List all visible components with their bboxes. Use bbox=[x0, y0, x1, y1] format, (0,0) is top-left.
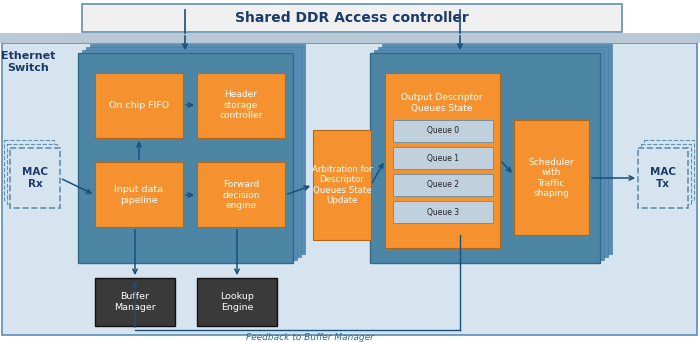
Bar bbox=[4, 140, 54, 200]
Text: Queue 2: Queue 2 bbox=[427, 181, 459, 189]
Text: MAC
Tx: MAC Tx bbox=[650, 167, 676, 189]
Bar bbox=[82, 4, 622, 32]
Bar bbox=[644, 140, 694, 200]
Text: Output Descriptor
Queues State: Output Descriptor Queues State bbox=[401, 93, 483, 113]
Bar bbox=[7, 144, 57, 204]
Text: Buffer
Manager: Buffer Manager bbox=[114, 292, 156, 312]
Text: Forward
decision
engine: Forward decision engine bbox=[223, 180, 260, 210]
Text: Lookup
Engine: Lookup Engine bbox=[220, 292, 254, 312]
Bar bbox=[95, 162, 183, 227]
Bar bbox=[82, 50, 297, 260]
Text: Queue 0: Queue 0 bbox=[427, 127, 459, 135]
Bar bbox=[378, 47, 608, 257]
Bar bbox=[393, 147, 493, 169]
Bar bbox=[393, 174, 493, 196]
Bar bbox=[374, 50, 604, 260]
Bar bbox=[370, 53, 600, 263]
Bar bbox=[638, 148, 688, 208]
Bar bbox=[197, 73, 285, 138]
Bar bbox=[90, 44, 305, 254]
Bar bbox=[78, 53, 293, 263]
Bar bbox=[2, 43, 697, 335]
Bar bbox=[382, 44, 612, 254]
Text: Input data
pipeline: Input data pipeline bbox=[115, 185, 164, 205]
Text: Scheduler
with
Traffic
shaping: Scheduler with Traffic shaping bbox=[528, 158, 574, 198]
Bar bbox=[313, 130, 371, 240]
Text: MAC
Rx: MAC Rx bbox=[22, 167, 48, 189]
Bar bbox=[197, 162, 285, 227]
Text: Queue 3: Queue 3 bbox=[427, 208, 459, 216]
Bar bbox=[393, 120, 493, 142]
Text: Shared DDR Access controller: Shared DDR Access controller bbox=[235, 11, 469, 25]
Text: Ethernet
Switch: Ethernet Switch bbox=[1, 51, 55, 73]
Text: Queue 1: Queue 1 bbox=[427, 154, 459, 162]
Text: Arbitration for
Descriptor
Queues State
Update: Arbitration for Descriptor Queues State … bbox=[312, 165, 372, 205]
Bar bbox=[641, 144, 691, 204]
Text: Feedback to Buffer Manager: Feedback to Buffer Manager bbox=[246, 333, 374, 342]
Text: Header
storage
controller: Header storage controller bbox=[219, 90, 262, 120]
Bar bbox=[95, 278, 175, 326]
Bar bbox=[0, 33, 700, 43]
Bar bbox=[86, 47, 301, 257]
Bar bbox=[514, 120, 589, 235]
Bar bbox=[393, 201, 493, 223]
Bar bbox=[385, 73, 500, 248]
Bar bbox=[10, 148, 60, 208]
Bar bbox=[197, 278, 277, 326]
Bar bbox=[95, 73, 183, 138]
Text: On chip FIFO: On chip FIFO bbox=[109, 101, 169, 109]
